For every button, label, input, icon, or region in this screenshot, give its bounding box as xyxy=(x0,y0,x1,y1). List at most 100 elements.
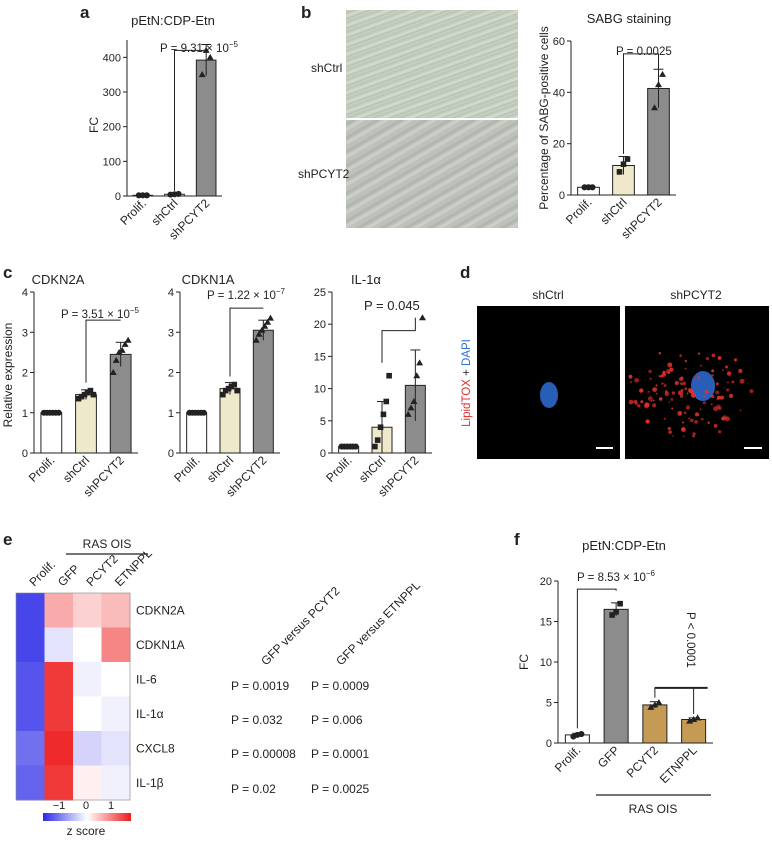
chart-f-ytick-label-3: 15 xyxy=(540,617,552,629)
chart-c3-pt-1-0 xyxy=(372,443,378,450)
chart-a-ytick-label-3: 300 xyxy=(103,87,121,99)
lipid-droplet xyxy=(710,394,715,399)
lipid-droplet xyxy=(716,404,721,409)
chart-f-ytick-label-0: 0 xyxy=(546,738,552,750)
lipid-droplet xyxy=(658,375,661,378)
lipid-droplet xyxy=(668,401,671,403)
chart-b-pt-2-2 xyxy=(659,70,666,77)
chart-c1-pt-2-1 xyxy=(112,356,120,363)
heatmap-row-label: CDKN2A xyxy=(136,603,185,617)
sabg-label-shctrl: shCtrl xyxy=(311,61,342,75)
stain-plus: + xyxy=(461,366,473,379)
lipid-droplet xyxy=(643,404,649,409)
lipid-droplet xyxy=(739,409,742,412)
panel-letter-e: e xyxy=(3,530,12,549)
lipid-droplet xyxy=(692,434,695,438)
lipid-droplet xyxy=(711,374,714,377)
lipid-droplet xyxy=(702,395,706,398)
lipid-droplet xyxy=(647,396,653,402)
chart-b-pt-1-1 xyxy=(620,161,627,167)
panel-e-pvalues: P = 0.0019 P = 0.0009 P = 0.032 P = 0.006 P … xyxy=(231,679,369,796)
panel-a-pvalue-base: P = 9.31 × 10 xyxy=(160,43,229,55)
heat-cell xyxy=(101,627,131,663)
lipid-droplet xyxy=(727,381,729,384)
heatmap-row-label: CDKN1A xyxy=(136,638,185,652)
chart-b-ytick-label-2: 40 xyxy=(553,87,565,99)
lipid-droplet xyxy=(687,387,690,390)
chart-f-ytick-label-1: 5 xyxy=(546,698,552,710)
heatmap-e: Prolif.GFP PCYT2ETNPPLCDKN2ACDKN1AIL-6IL-… xyxy=(15,546,185,838)
panel-f-pvalue: P = 8.53 × 10−6 xyxy=(577,569,656,584)
chart-f-pt-3-0 xyxy=(686,717,694,724)
lipid-droplet xyxy=(728,393,734,398)
pvalue-gfp-pcyt2: P = 0.032 xyxy=(231,713,283,727)
chart-b-pt-1-2 xyxy=(624,156,631,162)
lipid-droplet xyxy=(664,373,667,376)
chart-c1-ytick-label-4: 4 xyxy=(22,287,28,299)
chart-b-ytick-label-1: 20 xyxy=(553,139,565,151)
heatmap-col-label: ETNPPL xyxy=(112,546,155,589)
heat-cell xyxy=(16,627,45,663)
chart-c2-ytick-label-2: 2 xyxy=(168,368,174,380)
panel-c-pvalue-cdkn2a-exp: −5 xyxy=(130,306,140,315)
chart-f-bracket xyxy=(576,588,617,729)
chart-c3-pt-1-1 xyxy=(374,437,381,443)
lipid-droplet xyxy=(684,387,688,391)
chart-c2-pt-2-2 xyxy=(258,326,266,333)
lipid-droplet xyxy=(684,359,688,363)
sabg-label-shpcyt2: shPCYT2 xyxy=(298,167,350,181)
zscore-tick: −1 xyxy=(53,800,66,812)
panel-f-ylabel: FC xyxy=(517,654,531,670)
heat-cell xyxy=(16,593,45,628)
chart-c1-pt-2-0 xyxy=(109,369,117,375)
lipid-droplet xyxy=(699,364,702,367)
chart-f-pt-2-2 xyxy=(655,699,663,705)
lipid-droplet xyxy=(665,368,671,374)
chart-c2-bracket xyxy=(229,307,264,377)
chart-a-ytick-label-2: 200 xyxy=(103,122,121,134)
chart-c3-pt-1-5 xyxy=(386,372,392,379)
chart-b-pt-2-1 xyxy=(655,81,662,88)
lipid-droplet xyxy=(639,388,644,393)
chart-c3-ytick-label-1: 5 xyxy=(320,416,326,428)
chart-a-pt-2-0 xyxy=(198,71,206,78)
lipid-droplet xyxy=(684,367,687,370)
lipid-droplet xyxy=(707,421,710,424)
pvalue-gfp-etnppl: P = 0.0001 xyxy=(311,747,369,761)
chart-f-pt-1-2 xyxy=(617,600,623,607)
chart-f-pt-3-1 xyxy=(690,716,698,723)
lipid-droplet xyxy=(697,376,701,379)
panel-f-pvalue-exp: −6 xyxy=(646,569,656,578)
chart-c3-pt-2-3 xyxy=(413,372,421,379)
lipid-droplet xyxy=(671,407,674,410)
chart-c1-pt-2-2 xyxy=(115,348,123,355)
lipid-droplet xyxy=(679,354,682,357)
panel-a-ylabel: FC xyxy=(87,117,101,133)
lipid-droplet xyxy=(738,368,743,373)
lipid-droplet xyxy=(689,418,694,423)
lipid-droplet xyxy=(699,408,702,411)
panel-letter-f: f xyxy=(514,530,520,549)
heatmap-frame xyxy=(15,592,131,801)
chart-c2-pt-1-5 xyxy=(234,387,240,394)
panel-a-pvalue: P = 9.31 × 10−5 xyxy=(160,40,239,55)
dapi-nucleus-shctrl xyxy=(540,382,558,408)
panel-b-ylabel: Percentage of SABG-positive cells xyxy=(537,26,551,209)
chart-c2-pt-2-0 xyxy=(252,336,260,343)
lipid-droplet xyxy=(734,358,738,362)
lipid-droplet xyxy=(637,404,641,408)
chart-c1-ytick-label-2: 2 xyxy=(22,368,28,380)
heatmap-col-label: Prolif. xyxy=(26,558,58,590)
chart-c1-bar-2 xyxy=(109,353,132,454)
chart-c2-bar-2 xyxy=(252,329,274,454)
chart-c3-pt-0-5 xyxy=(352,443,359,450)
chart-b-cat-0: Prolif. xyxy=(563,195,595,227)
panel-d-label-shpcyt2: shPCYT2 xyxy=(670,288,722,302)
chart-c1-pt-1-3 xyxy=(84,389,91,396)
lipid-droplet xyxy=(664,391,670,397)
lipid-droplet xyxy=(658,397,663,401)
panel-c-pvalue-cdkn2a-base: P = 3.51 × 10 xyxy=(61,309,130,321)
